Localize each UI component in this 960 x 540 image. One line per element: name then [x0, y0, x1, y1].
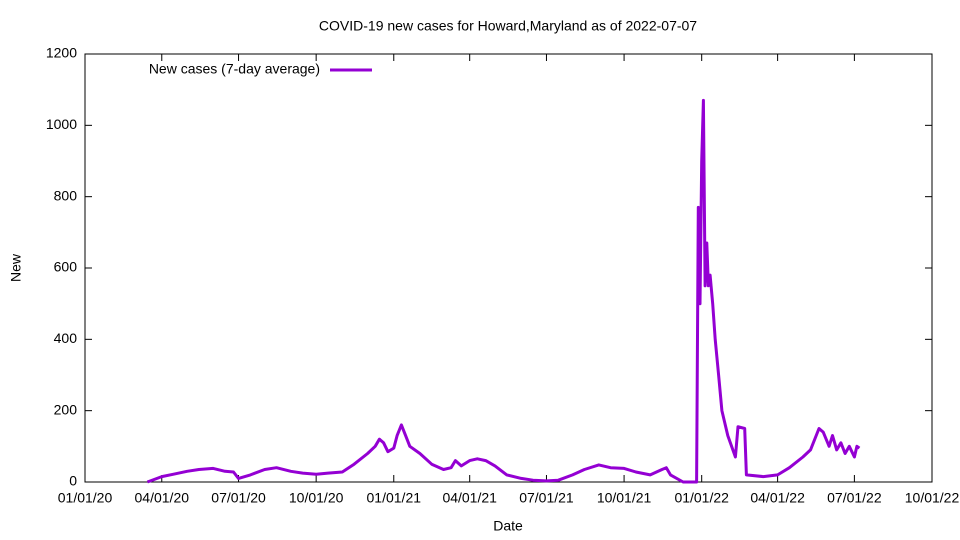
legend-label: New cases (7-day average): [149, 61, 320, 77]
x-axis-label: Date: [493, 518, 523, 534]
x-tick-label: 07/01/21: [519, 490, 574, 506]
x-tick-label: 04/01/21: [442, 490, 497, 506]
y-tick-label: 800: [54, 187, 78, 203]
y-axis-label: New: [8, 253, 24, 282]
y-tick-label: 0: [69, 473, 77, 489]
x-tick-label: 10/01/22: [905, 490, 960, 506]
y-tick-label: 200: [54, 401, 78, 417]
y-tick-label: 1200: [46, 45, 77, 61]
y-tick-label: 1000: [46, 116, 77, 132]
x-tick-label: 10/01/20: [289, 490, 344, 506]
x-tick-label: 04/01/20: [135, 490, 190, 506]
x-tick-label: 01/01/22: [674, 490, 729, 506]
x-tick-label: 07/01/20: [211, 490, 266, 506]
y-tick-label: 600: [54, 259, 78, 275]
x-tick-label: 01/01/21: [367, 490, 422, 506]
x-tick-label: 04/01/22: [750, 490, 805, 506]
y-tick-label: 400: [54, 330, 78, 346]
plot-frame: [84, 53, 933, 483]
x-tick-label: 07/01/22: [827, 490, 882, 506]
data-line: [146, 98, 861, 484]
x-tick-label: 10/01/21: [597, 490, 652, 506]
x-tick-label: 01/01/20: [58, 490, 113, 506]
chart-title: COVID-19 new cases for Howard,Maryland a…: [319, 18, 697, 34]
